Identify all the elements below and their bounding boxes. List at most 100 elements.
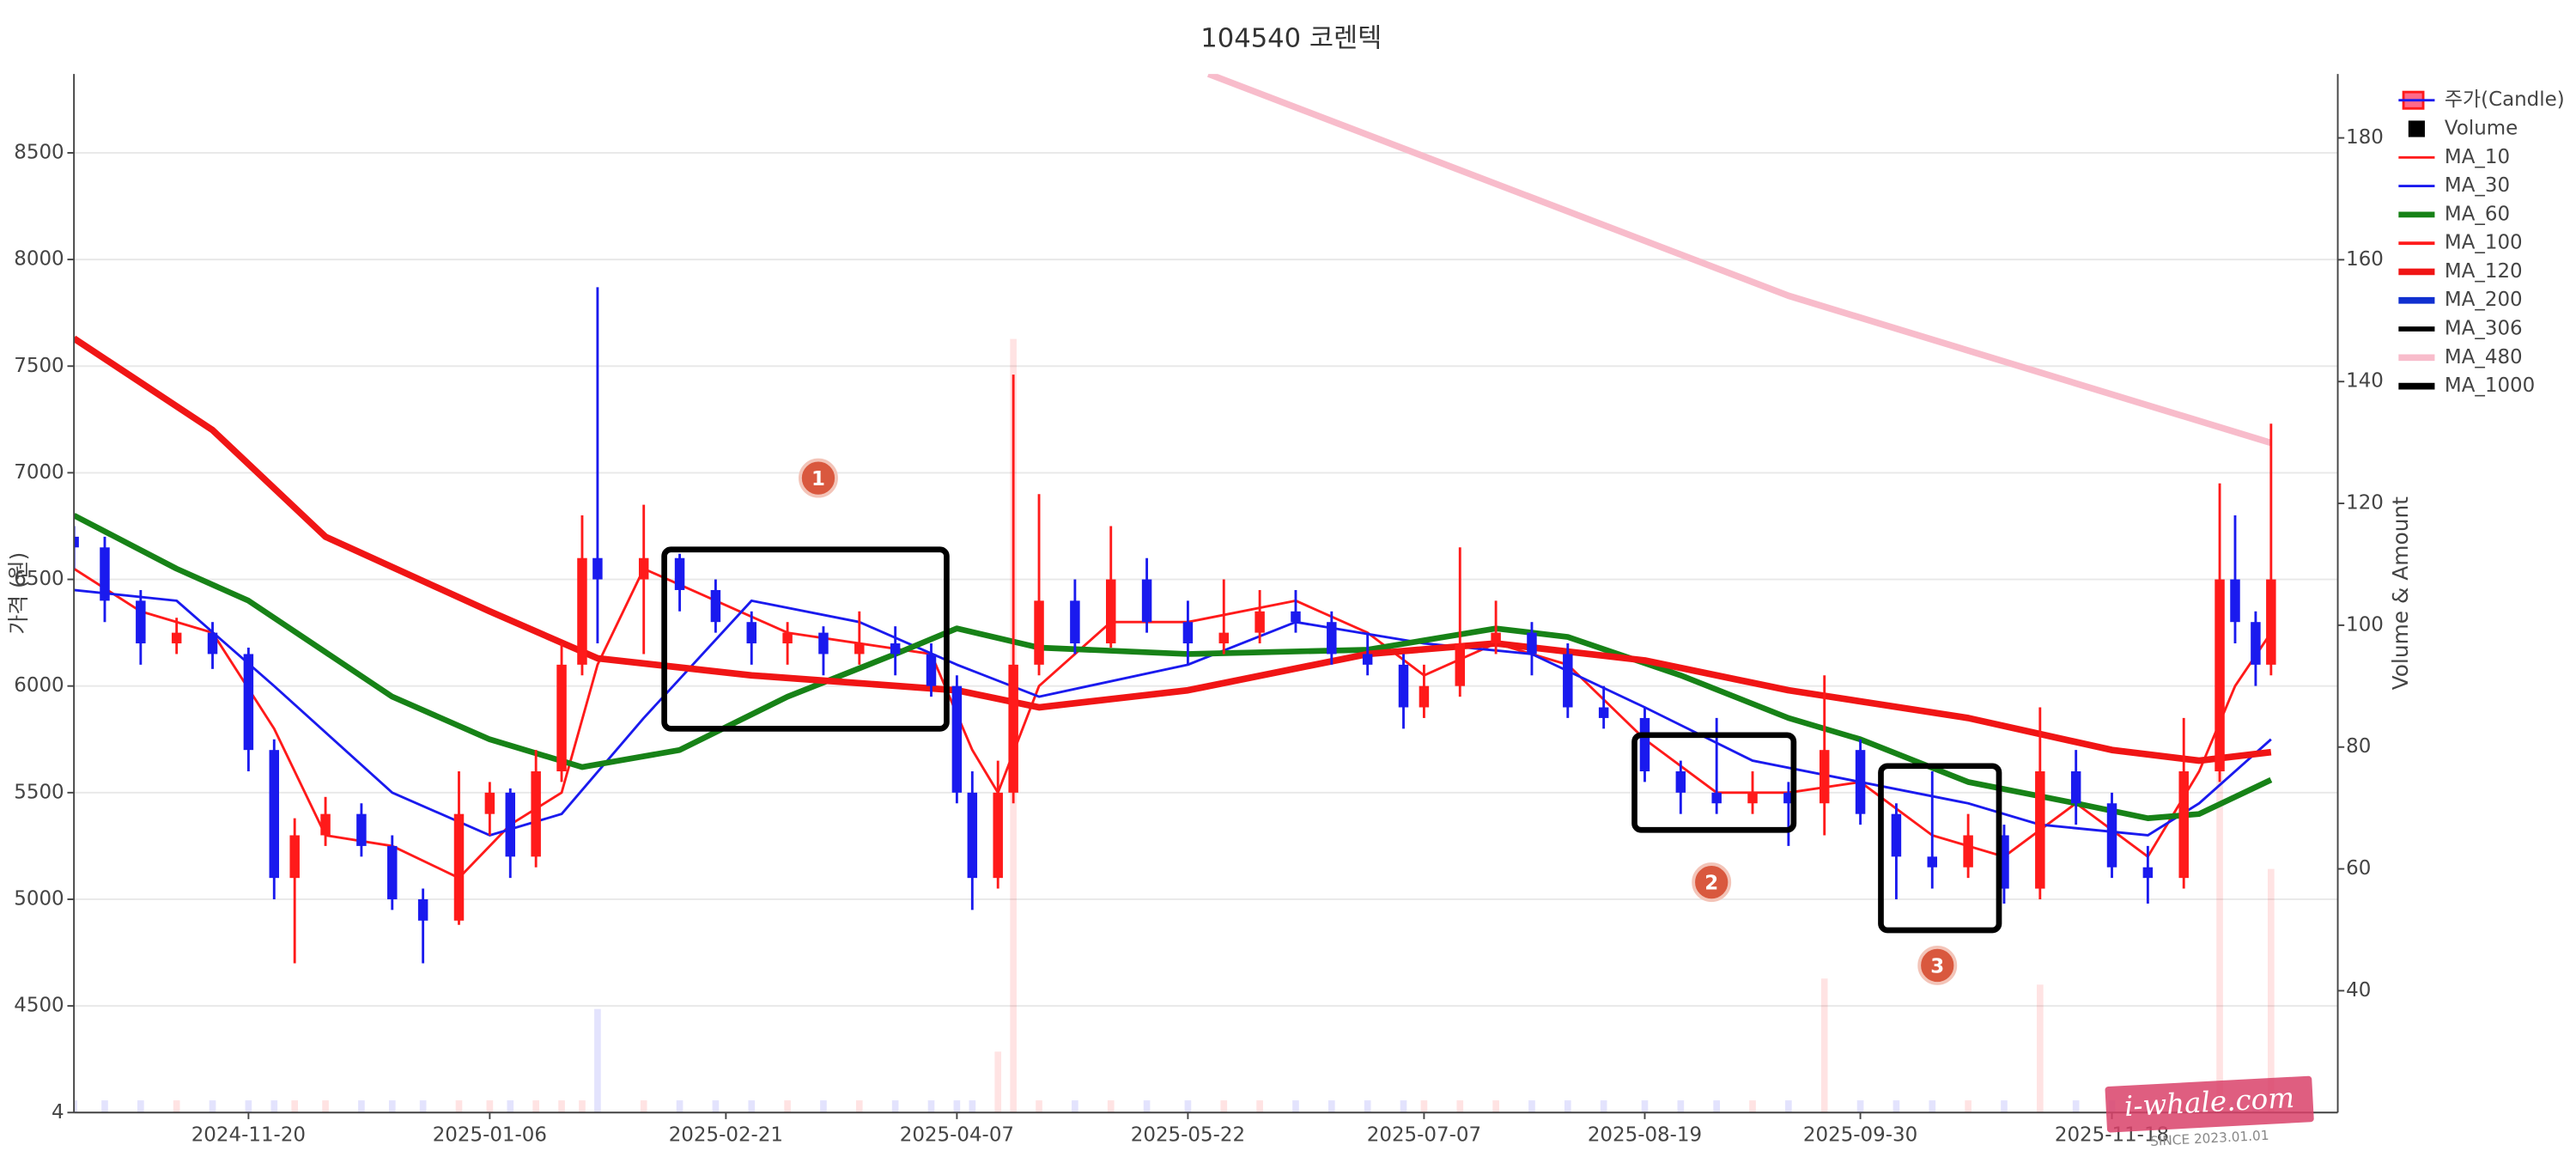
- candle-body: [1182, 622, 1194, 644]
- candle-body: [854, 643, 865, 655]
- candle-body: [1563, 654, 1573, 708]
- candle-body: [818, 632, 829, 655]
- candle-body: [171, 632, 182, 644]
- y-tick-label: 8500: [14, 141, 64, 163]
- volume-bar: [1400, 1100, 1407, 1113]
- y-tick-label: 7000: [14, 461, 64, 484]
- marker-circle: [1692, 862, 1732, 903]
- candle-body: [1419, 685, 1430, 708]
- candle-body: [2035, 771, 2045, 889]
- volume-bar: [1893, 1100, 1900, 1113]
- marker-label: 2: [1704, 873, 1718, 895]
- candle-body: [1999, 835, 2009, 889]
- highlight-box: [661, 546, 950, 732]
- candle-body: [782, 632, 793, 644]
- volume-bar: [855, 1100, 863, 1113]
- volume-bar: [2001, 1100, 2008, 1113]
- candle-body: [1398, 664, 1409, 708]
- legend-label: MA_306: [2445, 318, 2523, 340]
- volume-bar: [1929, 1100, 1936, 1113]
- candle-body: [1455, 643, 1466, 686]
- vol-layer: [74, 338, 2275, 1113]
- candle-body: [890, 643, 901, 655]
- x-tick-label: 2025-02-21: [669, 1124, 783, 1147]
- volume-bar: [1713, 1100, 1721, 1113]
- volume-bar: [1677, 1100, 1685, 1113]
- volume-bar: [1965, 1100, 1971, 1113]
- y-tick-label: 4500: [14, 995, 64, 1017]
- volume-bar: [953, 1100, 961, 1113]
- volume-bar: [1220, 1100, 1228, 1113]
- volume-bar: [640, 1100, 647, 1113]
- candle-body: [746, 622, 756, 644]
- candle-body: [926, 654, 937, 686]
- x-tick-label: 2025-08-19: [1588, 1124, 1702, 1147]
- legend-label: MA_1000: [2445, 374, 2535, 397]
- candle-body: [289, 835, 300, 879]
- volume-bar: [712, 1100, 720, 1113]
- y2-tick-label: 60: [2346, 857, 2371, 880]
- candle-body: [356, 813, 367, 846]
- volume-bar: [101, 1100, 108, 1113]
- volume-bar: [969, 1100, 976, 1113]
- candle-body: [1491, 632, 1501, 644]
- volume-bar: [291, 1100, 299, 1113]
- volume-bar: [891, 1100, 899, 1113]
- y2-tick-label: 40: [2346, 979, 2371, 1002]
- y-tick-label: 6000: [14, 674, 64, 697]
- annot-layer: 1 2 3: [661, 458, 2002, 985]
- marker-label: 1: [811, 468, 825, 490]
- y-tick-label: 8000: [14, 248, 64, 271]
- candle-body: [967, 792, 978, 879]
- candle-body: [1070, 600, 1080, 644]
- volume-bar: [532, 1100, 539, 1113]
- candle-body: [531, 771, 541, 857]
- marker-circle: [1917, 945, 1958, 985]
- candle-body: [2106, 803, 2117, 868]
- legend-label: MA_120: [2445, 260, 2523, 283]
- candle-body: [577, 557, 587, 665]
- y2-tick-label: 180: [2346, 126, 2384, 149]
- x-tick-label: 2025-07-07: [1367, 1124, 1481, 1147]
- volume-bar: [358, 1100, 365, 1113]
- volume-bar: [1456, 1100, 1464, 1113]
- candle-body: [993, 792, 1003, 879]
- candle-body: [1927, 856, 1938, 868]
- volume-bar: [1749, 1100, 1756, 1113]
- y-tick-label: 5000: [14, 887, 64, 910]
- axes-layer: 4 4500 5000 5500 6000 6500 7000 7500 8000 8500 40 6…: [14, 74, 2384, 1147]
- volume-bar: [1184, 1100, 1192, 1113]
- volume-bar: [1327, 1100, 1335, 1113]
- y2-tick-label: 140: [2346, 370, 2384, 393]
- candle-body: [1855, 750, 1866, 814]
- watermark-box: [2105, 1075, 2314, 1133]
- candle-body: [2251, 622, 2261, 665]
- grid-layer: [74, 152, 2338, 1114]
- candle-body: [1034, 600, 1044, 665]
- volume-bar: [1107, 1100, 1115, 1113]
- ma-line: [1206, 74, 2272, 447]
- volume-bar: [2072, 1100, 2080, 1113]
- x-tick-label: 2025-09-30: [1803, 1124, 1917, 1147]
- candle-body: [1675, 771, 1686, 793]
- ma-line: [74, 567, 2273, 880]
- candle-body: [2070, 771, 2081, 804]
- candle-body: [1598, 707, 1609, 718]
- lines-layer: [74, 74, 2273, 880]
- volume-bar: [388, 1100, 396, 1113]
- volume-bar: [322, 1100, 329, 1113]
- candle-body: [1747, 792, 1758, 804]
- candle-body: [1891, 813, 1902, 857]
- legend-label: MA_10: [2445, 146, 2510, 168]
- candle-body: [1255, 611, 1265, 633]
- y2-tick-label: 160: [2346, 248, 2384, 271]
- x-tick-label: 2024-11-20: [191, 1124, 306, 1147]
- marker-circle: [799, 458, 838, 498]
- candle-body: [484, 792, 495, 814]
- x-tick-label: 2025-01-06: [433, 1124, 547, 1147]
- volume-bar: [1072, 1100, 1078, 1113]
- volume-bar: [594, 1008, 601, 1113]
- volume-bar: [507, 1100, 514, 1113]
- candle-body: [269, 750, 280, 879]
